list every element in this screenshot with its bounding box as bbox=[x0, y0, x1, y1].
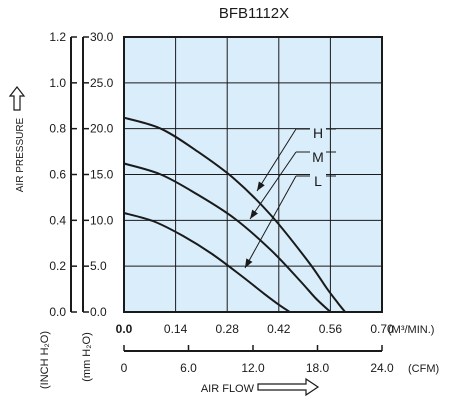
label-bg bbox=[310, 173, 326, 189]
mm-tick-label: 0.0 bbox=[90, 305, 107, 319]
inch-tick-label: 0.2 bbox=[49, 259, 66, 273]
curve-M bbox=[123, 162, 332, 313]
mm-unit-label: (mm H₂O) bbox=[81, 332, 93, 381]
label-leader-diag bbox=[249, 151, 297, 220]
x-secondary-tick-label: 0 bbox=[121, 361, 128, 375]
inch-unit-label: (INCH H₂O) bbox=[39, 331, 51, 389]
inch-tick-label: 1.0 bbox=[49, 76, 66, 90]
inch-tick-label: 0.6 bbox=[49, 168, 66, 182]
curve-label-L: L bbox=[314, 173, 322, 189]
label-arrowhead bbox=[250, 209, 258, 219]
x-secondary-ticks bbox=[123, 345, 383, 351]
inch-axis-labels: 0.0 0.2 0.4 0.6 0.8 1.0 1.2 bbox=[49, 30, 66, 319]
label-bg bbox=[310, 149, 326, 165]
x-primary-unit: (M³/MIN.) bbox=[388, 324, 434, 336]
inch-tick-label: 1.2 bbox=[49, 30, 66, 44]
x-primary-tick-label: 0.28 bbox=[216, 322, 240, 336]
air-flow-arrow bbox=[257, 377, 320, 397]
curve-labels: HML bbox=[244, 125, 336, 269]
x-primary-tick-label: 0.42 bbox=[267, 322, 291, 336]
mm-tick-label: 5.0 bbox=[90, 259, 107, 273]
label-arrowhead bbox=[245, 258, 253, 268]
inch-tick-label: 0.8 bbox=[49, 122, 66, 136]
chart-title: BFB1112X bbox=[219, 5, 289, 22]
x-primary-tick-label: 0.14 bbox=[164, 322, 188, 336]
x-primary-tick-label: 0.56 bbox=[319, 322, 343, 336]
x-secondary-labels: 0 6.0 12.0 18.0 24.0 bbox=[121, 361, 394, 375]
label-leader-diag bbox=[244, 175, 297, 269]
mm-tick-label: 30.0 bbox=[90, 30, 114, 44]
label-arrowhead bbox=[257, 181, 265, 191]
curve-H bbox=[123, 116, 346, 313]
mm-tick-label: 20.0 bbox=[90, 122, 114, 136]
inch-axis-ticks bbox=[71, 36, 77, 313]
label-bg bbox=[310, 125, 326, 141]
mm-tick-label: 25.0 bbox=[90, 76, 114, 90]
x-primary-tick-label: 0.70 bbox=[370, 322, 394, 336]
curves bbox=[123, 116, 346, 313]
air-flow-label: AIR FLOW bbox=[201, 383, 255, 395]
curve-label-M: M bbox=[312, 149, 324, 165]
air-pressure-label: AIR PRESSURE bbox=[15, 117, 26, 192]
curve-L bbox=[123, 212, 291, 313]
inch-tick-label: 0.4 bbox=[49, 213, 66, 227]
grid-lines bbox=[124, 37, 382, 312]
curve-label-H: H bbox=[313, 125, 323, 141]
x-secondary-tick-label: 18.0 bbox=[306, 361, 330, 375]
x-secondary-tick-label: 12.0 bbox=[241, 361, 265, 375]
mm-axis-labels: 0.0 5.0 10.0 15.0 20.0 25.0 30.0 bbox=[90, 30, 114, 319]
x-secondary-tick-label: 24.0 bbox=[370, 361, 394, 375]
x-primary-tick-label: 0.0 bbox=[116, 322, 133, 336]
mm-axis-ticks bbox=[83, 36, 89, 313]
x-secondary-unit: (CFM) bbox=[408, 363, 439, 375]
mm-tick-label: 15.0 bbox=[90, 168, 114, 182]
x-secondary-tick-label: 6.0 bbox=[180, 361, 197, 375]
mm-tick-label: 10.0 bbox=[90, 213, 114, 227]
label-leader-diag bbox=[256, 128, 297, 192]
inch-tick-label: 0.0 bbox=[49, 305, 66, 319]
air-pressure-arrow bbox=[8, 86, 26, 111]
x-primary-labels: 0.0 0.14 0.28 0.42 0.56 0.70 bbox=[116, 322, 394, 336]
